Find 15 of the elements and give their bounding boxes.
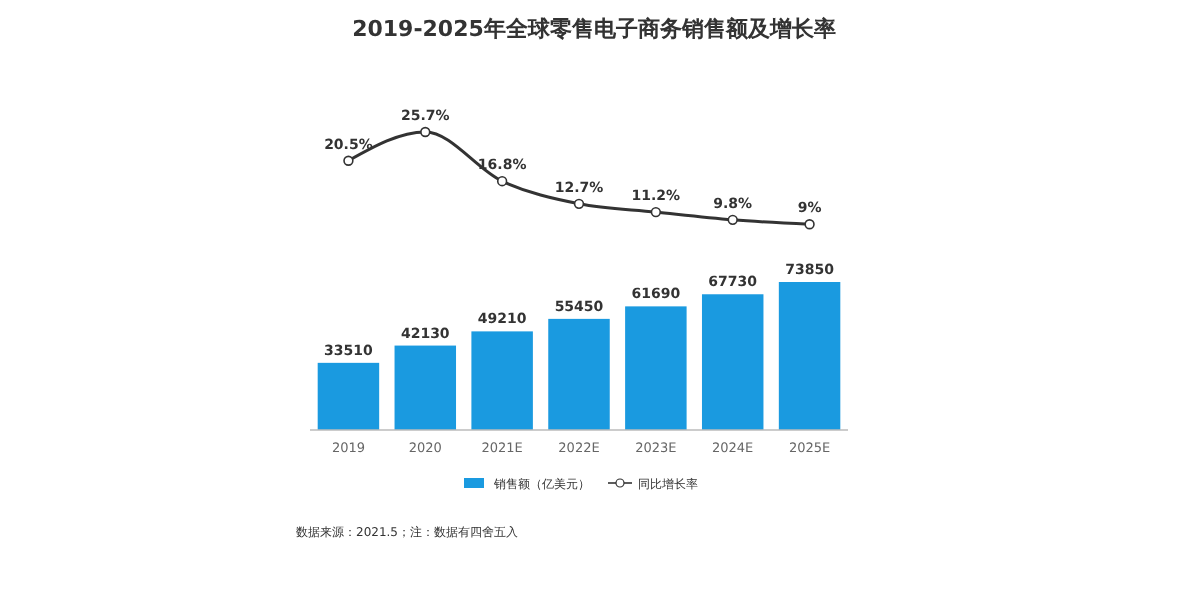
point: [496, 175, 508, 187]
bar: [548, 318, 610, 430]
bar: [625, 306, 687, 430]
point: [804, 219, 815, 230]
point: [650, 206, 662, 218]
bar: [471, 331, 533, 430]
point: [573, 198, 585, 210]
bar: [394, 345, 457, 430]
point: [343, 155, 354, 166]
bar: [778, 282, 841, 430]
bar: [317, 362, 380, 430]
bar: [701, 294, 764, 430]
point: [420, 126, 431, 138]
point: [727, 214, 738, 226]
chart-title: 2019-2025年全球零售电子商务销售额及增长率: [352, 16, 836, 42]
